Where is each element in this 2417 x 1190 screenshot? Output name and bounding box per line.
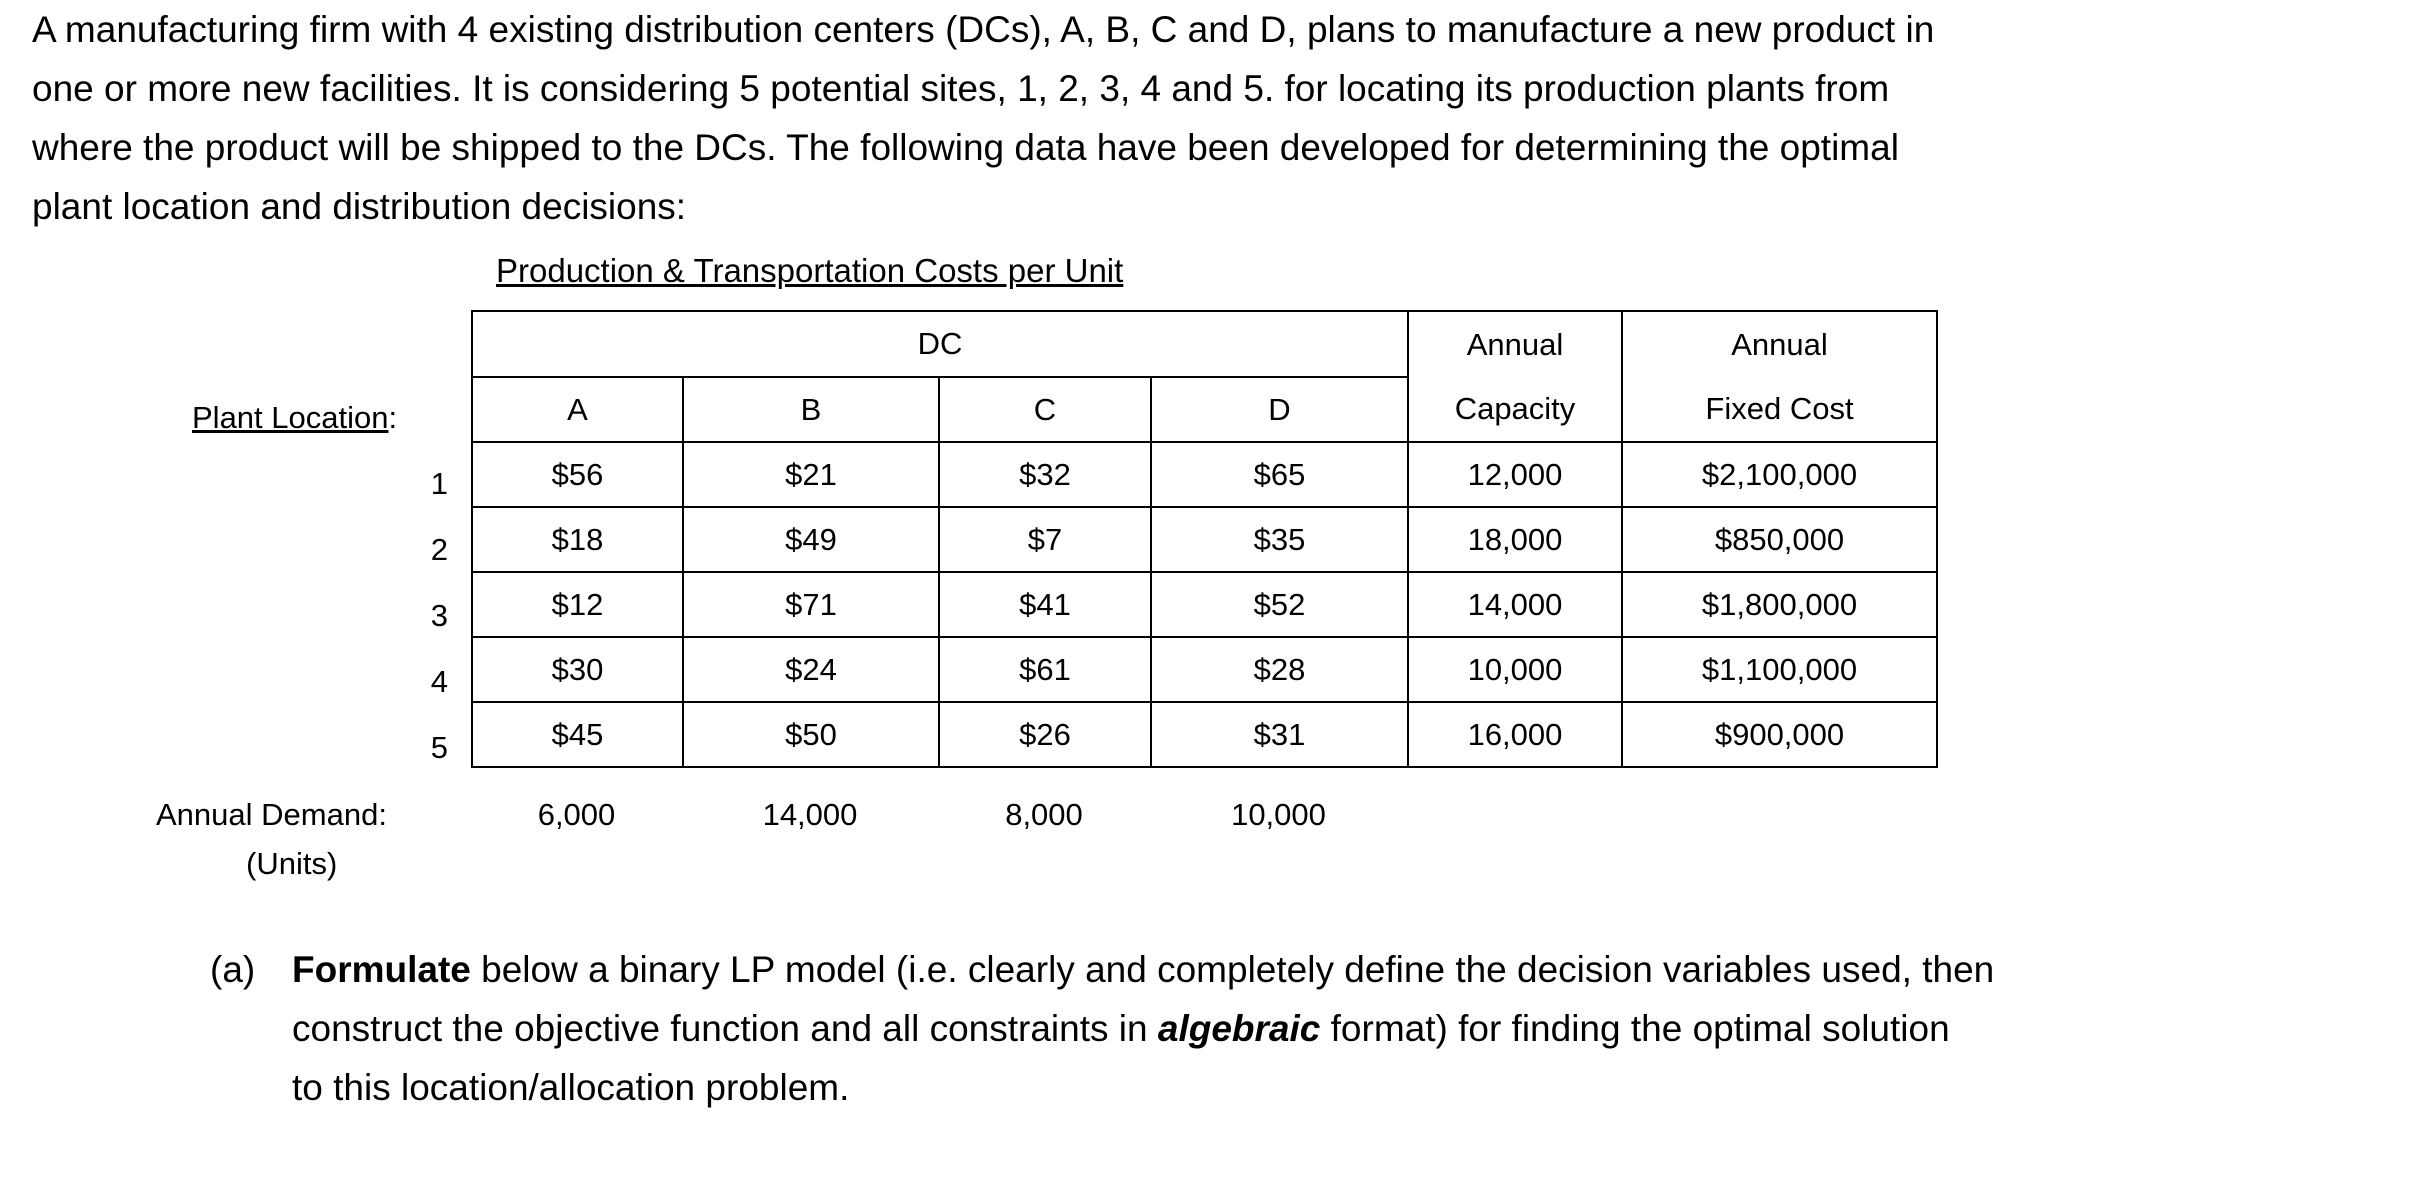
table-header-row: A B C D Capacity Fixed Cost bbox=[471, 376, 1938, 443]
fixed-cost-cell: $1,800,000 bbox=[1621, 571, 1938, 638]
table-row: $12 $71 $41 $52 14,000 $1,800,000 bbox=[471, 571, 1938, 638]
column-header: A bbox=[471, 376, 684, 443]
intro-line: plant location and distribution decision… bbox=[32, 186, 687, 227]
demand-label: Annual Demand: bbox=[156, 797, 387, 832]
capacity-cell: 14,000 bbox=[1407, 571, 1623, 638]
intro-line: A manufacturing firm with 4 existing dis… bbox=[32, 9, 1935, 50]
table-row: $30 $24 $61 $28 10,000 $1,100,000 bbox=[471, 636, 1938, 703]
demand-value: 10,000 bbox=[1231, 797, 1326, 832]
plant-location-label: Plant Location: bbox=[192, 400, 397, 436]
fixed-cost-cell: $1,100,000 bbox=[1621, 636, 1938, 703]
question-line: construct the objective function and all… bbox=[292, 999, 1994, 1058]
table-row: $56 $21 $32 $65 12,000 $2,100,000 bbox=[471, 441, 1938, 508]
cost-cell: $30 bbox=[471, 636, 684, 703]
cost-cell: $56 bbox=[471, 441, 684, 508]
cost-cell: $52 bbox=[1150, 571, 1409, 638]
question-text: format) for finding the optimal solution bbox=[1320, 1008, 1950, 1049]
plant-number: 5 bbox=[430, 730, 448, 765]
cost-cell: $18 bbox=[471, 506, 684, 573]
table-caption: Production & Transportation Costs per Un… bbox=[496, 252, 1124, 289]
question-emphasis: algebraic bbox=[1157, 1008, 1321, 1049]
fixed-cost-cell: $900,000 bbox=[1621, 701, 1938, 768]
table-header-row: DC Annual Annual bbox=[471, 310, 1938, 378]
table-row: $45 $50 $26 $31 16,000 $900,000 bbox=[471, 701, 1938, 768]
question-line: to this location/allocation problem. bbox=[292, 1067, 850, 1108]
plant-location-colon: : bbox=[388, 400, 398, 435]
cost-cell: $32 bbox=[938, 441, 1152, 508]
cost-cell: $35 bbox=[1150, 506, 1409, 573]
column-header: C bbox=[938, 376, 1152, 443]
capacity-header-2: Capacity bbox=[1407, 377, 1623, 443]
fixed-cost-header-2: Fixed Cost bbox=[1621, 377, 1938, 443]
fixed-cost-header-1: Annual bbox=[1621, 310, 1938, 377]
cost-cell: $24 bbox=[682, 636, 940, 703]
capacity-cell: 18,000 bbox=[1407, 506, 1623, 573]
demand-value: 8,000 bbox=[1005, 797, 1083, 832]
cost-cell: $61 bbox=[938, 636, 1152, 703]
cost-cell: $50 bbox=[682, 701, 940, 768]
intro-line: where the product will be shipped to the… bbox=[32, 127, 1899, 168]
fixed-cost-cell: $2,100,000 bbox=[1621, 441, 1938, 508]
column-header: B bbox=[682, 376, 940, 443]
table-row: $18 $49 $7 $35 18,000 $850,000 bbox=[471, 506, 1938, 573]
capacity-cell: 10,000 bbox=[1407, 636, 1623, 703]
fixed-cost-cell: $850,000 bbox=[1621, 506, 1938, 573]
cost-cell: $71 bbox=[682, 571, 940, 638]
intro-line: one or more new facilities. It is consid… bbox=[32, 68, 1890, 109]
cost-cell: $65 bbox=[1150, 441, 1409, 508]
cost-cell: $7 bbox=[938, 506, 1152, 573]
cost-cell: $49 bbox=[682, 506, 940, 573]
capacity-cell: 12,000 bbox=[1407, 441, 1623, 508]
cost-cell: $21 bbox=[682, 441, 940, 508]
cost-cell: $28 bbox=[1150, 636, 1409, 703]
question-text: construct the objective function and all… bbox=[292, 1008, 1158, 1049]
demand-value: 6,000 bbox=[537, 797, 616, 832]
dc-header: DC bbox=[471, 310, 1409, 378]
question-text: below a binary LP model (i.e. clearly an… bbox=[470, 949, 1995, 990]
column-header: D bbox=[1150, 376, 1409, 443]
cost-cell: $41 bbox=[938, 571, 1152, 638]
problem-statement: A manufacturing firm with 4 existing dis… bbox=[32, 0, 1934, 236]
plant-number: 4 bbox=[430, 664, 448, 699]
cost-cell: $12 bbox=[471, 571, 684, 638]
demand-units: (Units) bbox=[246, 846, 338, 881]
cost-cell: $31 bbox=[1150, 701, 1409, 768]
plant-number: 1 bbox=[430, 466, 448, 501]
cost-cell: $26 bbox=[938, 701, 1152, 768]
capacity-cell: 16,000 bbox=[1407, 701, 1623, 768]
plant-number: 2 bbox=[430, 532, 448, 567]
plant-location-text: Plant Location bbox=[192, 400, 389, 435]
cost-table: DC Annual Annual A B C D Capacity Fixed … bbox=[471, 310, 1938, 768]
plant-number: 3 bbox=[430, 598, 448, 633]
demand-value: 14,000 bbox=[762, 797, 858, 832]
cost-cell: $45 bbox=[471, 701, 684, 768]
question-bold: Formulate bbox=[292, 949, 471, 990]
capacity-header-1: Annual bbox=[1407, 310, 1623, 377]
question-number: (a) bbox=[210, 949, 256, 990]
question-line: Formulate below a binary LP model (i.e. … bbox=[292, 940, 1994, 999]
